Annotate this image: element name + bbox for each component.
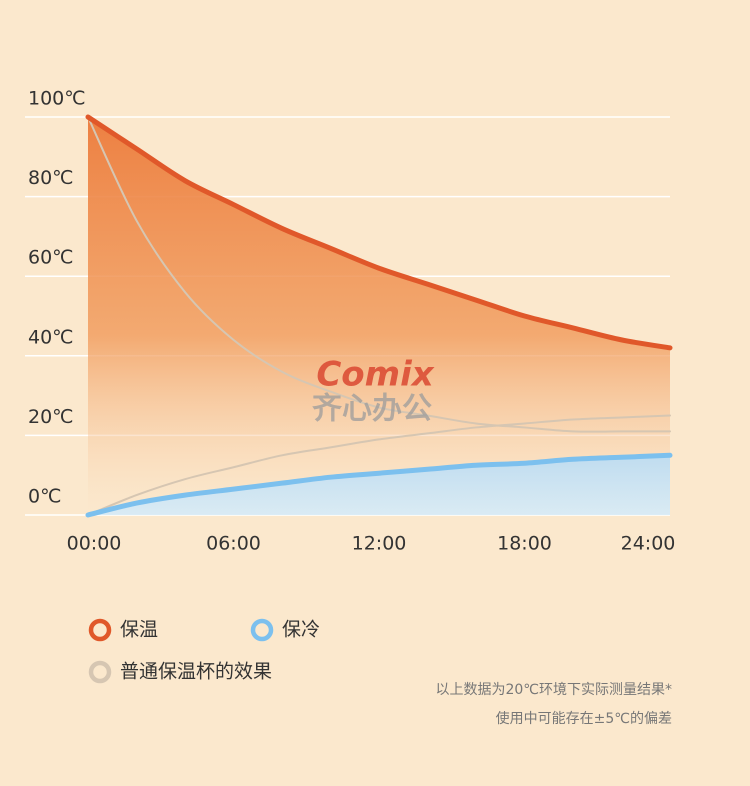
y-tick-label: 80℃ (28, 167, 74, 189)
watermark-brand: Comix (316, 355, 434, 395)
x-tick-label: 00:00 (67, 533, 122, 555)
line (85, 452, 673, 518)
legend-label: 普通保温杯的效果 (120, 661, 272, 683)
footnote: 使用中可能存在±5℃的偏差 (496, 710, 672, 727)
footnote: 以上数据为20℃环境下实际测量结果* (435, 682, 672, 698)
x-tick-label: 24:00 (621, 533, 676, 555)
area-fill (88, 117, 670, 515)
legend-icon (88, 660, 112, 684)
y-tick-label: 0℃ (28, 486, 61, 508)
lines (85, 114, 673, 518)
x-tick-label: 06:00 (206, 533, 261, 555)
legend-icon (88, 618, 112, 642)
y-tick-label: 40℃ (28, 326, 74, 348)
watermark-name: 齐心办公 (312, 392, 432, 427)
labels: 0℃ 20℃ 40℃ 60℃ 80℃ 100℃ 00:00 06:00 12:00 18:00 24… (28, 88, 675, 555)
y-tick-label: 20℃ (28, 406, 74, 428)
y-tick-label: 100℃ (28, 88, 86, 110)
line (87, 414, 671, 516)
line (87, 116, 671, 433)
y-tick-label: 60℃ (28, 247, 74, 269)
x-tick-label: 12:00 (352, 533, 407, 555)
legend-label: 保温 (120, 619, 158, 641)
x-tick-label: 18:00 (497, 533, 552, 555)
legend-label: 保冷 (282, 619, 320, 641)
legend-icon (250, 618, 274, 642)
line (85, 114, 673, 351)
areas (88, 117, 670, 515)
area-fill (88, 455, 670, 515)
